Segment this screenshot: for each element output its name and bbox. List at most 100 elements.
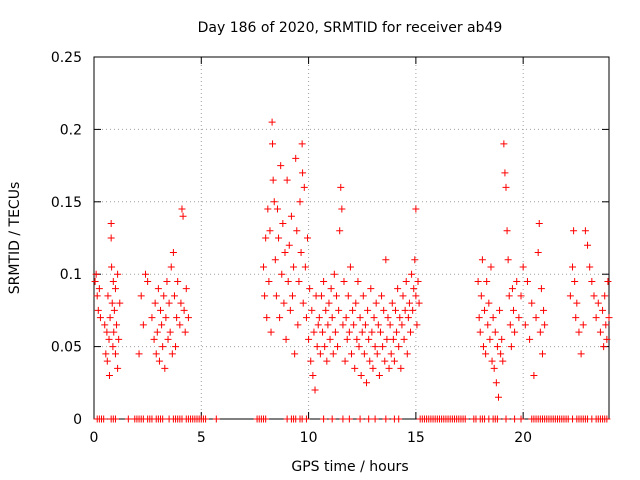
data-point [264, 205, 272, 213]
data-point [328, 415, 336, 423]
data-point [602, 321, 610, 329]
data-point [367, 285, 375, 293]
data-point [372, 299, 380, 307]
data-point [108, 263, 116, 271]
data-point [93, 292, 101, 300]
data-point [288, 292, 296, 300]
data-point [360, 350, 368, 358]
data-point [537, 285, 545, 293]
data-point [386, 321, 394, 329]
data-point [481, 306, 489, 314]
data-point [504, 256, 512, 264]
data-point [521, 321, 529, 329]
data-point [164, 335, 172, 343]
data-point [302, 314, 310, 322]
data-point [395, 415, 403, 423]
data-point [91, 277, 99, 285]
data-point [358, 328, 366, 336]
data-point [411, 256, 419, 264]
data-point [273, 205, 281, 213]
data-point [517, 415, 525, 423]
data-point [172, 343, 180, 351]
data-point [488, 357, 496, 365]
data-point [263, 314, 271, 322]
data-point [261, 292, 269, 300]
data-point [376, 328, 384, 336]
y-tick-label: 0.25 [51, 50, 82, 66]
data-point [584, 241, 592, 249]
data-point [328, 314, 336, 322]
data-point [395, 343, 403, 351]
data-point [105, 372, 113, 380]
data-point [364, 306, 372, 314]
data-point [577, 350, 585, 358]
data-point [111, 415, 119, 423]
data-point [155, 357, 163, 365]
data-point [569, 263, 577, 271]
data-point [157, 306, 165, 314]
data-point [375, 372, 383, 380]
data-point [343, 335, 351, 343]
data-point [487, 263, 495, 271]
data-point [176, 321, 184, 329]
data-point [391, 306, 399, 314]
data-point [385, 364, 393, 372]
data-point [400, 335, 408, 343]
data-point [506, 321, 514, 329]
data-point [497, 350, 505, 358]
data-point [320, 277, 328, 285]
y-tick-label: 0.05 [51, 340, 82, 356]
data-point [158, 321, 166, 329]
data-point [493, 415, 501, 423]
data-point [353, 335, 361, 343]
data-point [163, 277, 171, 285]
data-point [265, 277, 273, 285]
data-point [137, 292, 145, 300]
data-point [114, 364, 122, 372]
data-point [319, 328, 327, 336]
x-tick-label: 10 [300, 430, 318, 446]
data-point [351, 364, 359, 372]
data-point [402, 277, 410, 285]
data-point [581, 227, 589, 235]
data-point [369, 364, 377, 372]
data-point [384, 314, 392, 322]
data-point [363, 379, 371, 387]
data-point [167, 263, 175, 271]
data-point [604, 277, 612, 285]
data-point [344, 292, 352, 300]
data-point [382, 415, 390, 423]
data-point [162, 314, 170, 322]
data-point [410, 285, 418, 293]
data-point [299, 299, 307, 307]
data-point [599, 306, 607, 314]
data-point [310, 328, 318, 336]
data-point [139, 321, 147, 329]
data-point [336, 227, 344, 235]
data-point [381, 357, 389, 365]
data-point [153, 328, 161, 336]
data-point [413, 321, 421, 329]
data-point [339, 321, 347, 329]
data-point [161, 364, 169, 372]
data-point [605, 314, 613, 322]
data-point [341, 357, 349, 365]
data-point [135, 350, 143, 358]
data-point [267, 328, 275, 336]
data-point [329, 350, 337, 358]
data-point [272, 292, 280, 300]
x-axis-label: GPS time / hours [291, 459, 408, 475]
data-point [496, 306, 504, 314]
data-point [356, 314, 364, 322]
data-point [313, 343, 321, 351]
data-point [354, 277, 362, 285]
data-point [407, 328, 415, 336]
data-point [388, 299, 396, 307]
data-point [212, 415, 220, 423]
data-point [484, 321, 492, 329]
data-point [178, 205, 186, 213]
data-point [373, 350, 381, 358]
data-point [501, 169, 509, 177]
data-point [283, 176, 291, 184]
data-point [394, 285, 402, 293]
